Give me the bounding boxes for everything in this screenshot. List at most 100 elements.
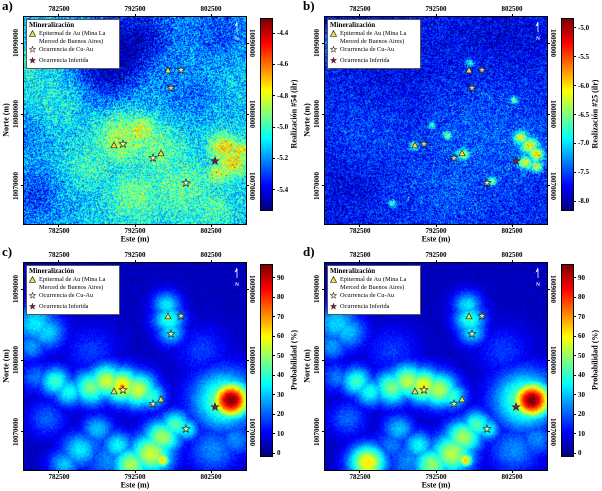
legend-item-label: Ocurrencia de Cu-Au (340, 46, 395, 54)
y-tick-label: 10080000 (248, 100, 256, 129)
cu-au-open-star-icon (329, 291, 338, 301)
colorbar-tick-label: 90 (578, 273, 585, 282)
cu-au-occurrence-marker (175, 310, 186, 321)
colorbar-tick (272, 374, 275, 376)
axis-tick (58, 224, 60, 227)
cu-au-occurrence-marker (466, 83, 477, 93)
colorbar-tick (573, 316, 576, 318)
colorbar (561, 264, 574, 457)
colorbar-tick (272, 413, 275, 415)
north-arrow-icon (234, 267, 238, 278)
y-tick-label: 10090000 (12, 275, 20, 304)
cu-au-occurrence-marker (482, 423, 493, 433)
colorbar-tick (573, 114, 576, 115)
colorbar-tick-label: 90 (277, 273, 284, 282)
epithermal-au-marker (164, 66, 172, 73)
y-tick-label: 10080000 (12, 100, 20, 129)
legend-item-inferida: Ocurrencia Inferida (329, 56, 418, 66)
colorbar-tick (573, 142, 576, 144)
inferred-occurrence-marker (210, 155, 220, 165)
north-label: N (235, 282, 239, 288)
cu-au-occurrence-marker (147, 152, 158, 162)
colorbar (260, 18, 273, 211)
colorbar-title: Probabilidad (%) (590, 329, 600, 391)
colorbar (260, 264, 273, 457)
cu-au-occurrence-marker (165, 83, 176, 93)
legend-item-label: Ocurrencia Inferida (340, 56, 390, 64)
colorbar-tick (573, 433, 576, 435)
x-axis-title: Este (m) (120, 234, 150, 244)
axis-tick (322, 431, 325, 433)
panel-letter: b) (303, 0, 315, 13)
colorbar-tick-label: 0 (578, 449, 582, 458)
x-tick-label: 792500 (425, 5, 447, 13)
panel-b: b) Norte (m) Este (m) Mineralización Epi… (301, 0, 602, 245)
map-legend: Mineralización Epitermal de Au (Mina La … (26, 19, 120, 70)
colorbar-tick-label: -5.2 (277, 154, 289, 163)
legend-item-label: Ocurrencia de Cu-Au (340, 292, 395, 300)
legend-item-label: Ocurrencia Inferida (340, 302, 390, 310)
cu-au-occurrence-marker (117, 139, 128, 149)
colorbar-tick (573, 413, 576, 415)
north-arrow: N (532, 20, 544, 42)
legend-item-epitermal: Epitermal de Au (Mina La Merced de Bueno… (329, 276, 418, 291)
north-arrow: N (231, 20, 243, 42)
x-tick-label: 792500 (425, 251, 447, 259)
legend-title: Mineralización (29, 267, 75, 275)
legend-item-inferida: Ocurrencia Inferida (28, 302, 117, 312)
y-tick-label: 10070000 (549, 417, 557, 446)
axis-tick (435, 14, 437, 17)
colorbar-tick (272, 157, 275, 159)
colorbar-tick (573, 56, 576, 58)
legend-item-label: Epitermal de Au (Mina La Merced de Bueno… (340, 276, 407, 291)
colorbar-tick-label: -6.0 (578, 81, 590, 90)
axis-tick (511, 260, 513, 263)
axis-tick (547, 288, 550, 290)
epithermal-au-marker (156, 148, 165, 156)
x-tick-label: 802500 (200, 5, 222, 13)
colorbar-tick-label: 50 (277, 351, 284, 360)
colorbar-tick-label: 40 (277, 371, 284, 380)
x-axis-title: Este (m) (421, 480, 451, 490)
axis-tick (511, 470, 513, 473)
epithermal-au-marker (465, 312, 473, 319)
colorbar-tick (272, 433, 275, 435)
colorbar-tick-label: -5.0 (578, 23, 590, 32)
y-tick-label: 10090000 (549, 275, 557, 304)
cu-au-occurrence-marker (476, 310, 487, 321)
cu-au-occurrence-marker (181, 423, 192, 433)
colorbar-title: Realización #54 (ilr) (289, 79, 299, 149)
north-arrow-icon (234, 21, 238, 32)
x-tick-label: 792500 (425, 227, 447, 235)
map-area: Mineralización Epitermal de Au (Mina La … (23, 16, 247, 225)
colorbar-tick (272, 95, 275, 97)
panel-letter: c) (2, 244, 13, 259)
colorbar-tick-label: 70 (578, 312, 585, 321)
north-label: N (536, 36, 540, 42)
colorbar-canvas (562, 19, 573, 210)
cu-au-occurrence-marker (165, 329, 176, 339)
north-arrow: N (532, 266, 544, 288)
colorbar-tick-label: -5.5 (578, 52, 590, 61)
y-tick-label: 10070000 (549, 171, 557, 200)
axis-tick (21, 185, 24, 187)
axis-tick (511, 14, 513, 17)
colorbar-tick (272, 335, 275, 337)
legend-item-cu-au: Ocurrencia de Cu-Au (329, 291, 418, 301)
axis-tick (134, 260, 136, 263)
colorbar-tick (272, 296, 275, 298)
x-tick-label: 802500 (501, 251, 523, 259)
axis-tick (134, 470, 136, 473)
y-tick-label: 10080000 (12, 346, 20, 375)
epithermal-triangle-icon (28, 276, 37, 285)
y-tick-label: 10090000 (313, 275, 321, 304)
y-tick-label: 10090000 (248, 29, 256, 58)
panel-letter: d) (303, 244, 315, 259)
axis-tick (359, 14, 361, 17)
x-tick-label: 782500 (349, 227, 371, 235)
axis-tick (21, 359, 24, 361)
north-label: N (536, 282, 540, 288)
colorbar-tick-label: 20 (277, 410, 284, 419)
colorbar-canvas (261, 19, 272, 210)
epithermal-au-marker (457, 148, 466, 156)
